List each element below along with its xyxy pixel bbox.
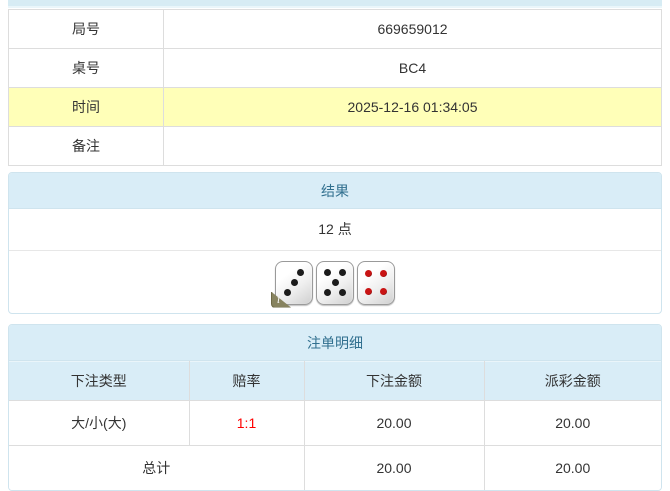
bets-panel: 注单明细 下注类型 赔率 下注金额 派彩金额 大/小(大) 1:1 20.00 …: [8, 324, 662, 491]
total-bet-value: 20.00: [303, 445, 485, 490]
bet-amount-value: 20.00: [303, 400, 485, 446]
table-number-value: BC4: [163, 48, 662, 88]
remark-value: [163, 126, 662, 166]
round-id-value: 669659012: [163, 9, 662, 49]
die-pip: [365, 288, 373, 296]
bet-payout-value: 20.00: [483, 400, 661, 446]
result-panel-title: 结果: [9, 173, 661, 209]
table-row: 备注: [8, 126, 662, 166]
die-pip: [323, 289, 331, 297]
col-bet-type: 下注类型: [9, 361, 190, 401]
table-row: 桌号 BC4: [8, 48, 662, 88]
die-4-icon: [357, 260, 395, 305]
die-pip: [331, 279, 339, 286]
total-label: 总计: [9, 445, 305, 490]
time-label: 时间: [8, 87, 164, 127]
bet-type-value: 大/小(大): [9, 400, 190, 446]
die-pip: [283, 289, 291, 297]
result-points: 12 点: [9, 209, 661, 251]
die-pip: [290, 279, 298, 286]
dice-row: i: [9, 251, 661, 313]
table-row: 局号 669659012: [8, 9, 662, 49]
cutoff-header-strip: [8, 0, 662, 8]
time-value: 2025-12-16 01:34:05: [163, 87, 662, 127]
die-pip: [339, 289, 347, 297]
result-panel: 结果 12 点 i: [8, 172, 662, 314]
col-payout-amount: 派彩金额: [483, 361, 661, 401]
round-info-table: 局号 669659012 桌号 BC4 时间 2025-12-16 01:34:…: [8, 9, 662, 166]
die-pip: [365, 269, 373, 277]
die-pip: [379, 269, 387, 277]
col-bet-amount: 下注金额: [303, 361, 485, 401]
col-odds: 赔率: [188, 361, 305, 401]
bet-row: 大/小(大) 1:1 20.00 20.00: [9, 400, 661, 446]
bet-odds-value: 1:1: [188, 400, 305, 446]
bets-header-row: 下注类型 赔率 下注金额 派彩金额: [9, 361, 661, 401]
total-row: 总计 20.00 20.00: [9, 445, 661, 490]
die-pip: [339, 268, 347, 276]
die-3-icon: i: [271, 260, 313, 308]
die-pip: [323, 268, 331, 276]
bets-panel-title: 注单明细: [9, 325, 661, 361]
bets-table: 下注类型 赔率 下注金额 派彩金额 大/小(大) 1:1 20.00 20.00…: [9, 361, 661, 490]
remark-label: 备注: [8, 126, 164, 166]
round-id-label: 局号: [8, 9, 164, 49]
die-pip: [379, 288, 387, 296]
table-number-label: 桌号: [8, 48, 164, 88]
die-5-icon: [316, 260, 354, 305]
total-payout-value: 20.00: [483, 445, 661, 490]
die-pip: [297, 268, 305, 276]
table-row-highlighted: 时间 2025-12-16 01:34:05: [8, 87, 662, 127]
